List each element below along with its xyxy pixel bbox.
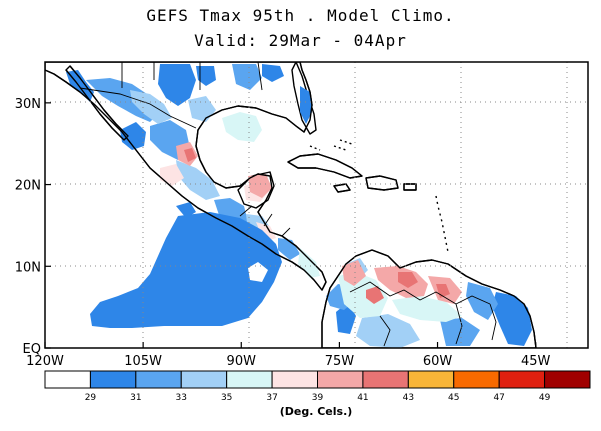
graticule xyxy=(45,62,588,348)
colorbar-swatch xyxy=(362,370,409,389)
colorbar-label: 33 xyxy=(176,393,187,403)
colorbar-label: 43 xyxy=(403,393,414,403)
colorbar-swatch xyxy=(407,370,455,389)
x-tick-label: 90W xyxy=(227,354,257,369)
y-tick-label: 20N xyxy=(15,179,41,194)
colorbar-swatch xyxy=(44,370,91,389)
colorbar-swatch xyxy=(135,370,182,389)
map-frame xyxy=(44,61,589,349)
colorbar-label: 31 xyxy=(130,393,141,403)
x-tick-label: 105W xyxy=(124,354,162,369)
colorbar-swatch xyxy=(317,370,364,389)
borders xyxy=(79,62,497,347)
colorbar-swatch xyxy=(544,370,591,389)
axis-ticks: 120W 105W 90W 75W 60W 45W EQ 10N 20N 30N xyxy=(15,97,551,369)
colorbar-label: 39 xyxy=(312,393,324,403)
temperature-field xyxy=(66,64,532,348)
y-tick-label: 30N xyxy=(15,97,41,112)
colorbar-label: 29 xyxy=(85,393,97,403)
colorbar-label: 41 xyxy=(357,393,368,403)
colorbar-label: 45 xyxy=(448,393,459,403)
colorbar-swatch xyxy=(453,370,500,389)
landmass-puerto-rico xyxy=(403,183,417,191)
y-tick-label: EQ xyxy=(23,342,41,357)
y-tick-label: 10N xyxy=(15,260,41,275)
x-tick-label: 60W xyxy=(423,354,453,369)
map-subtitle: Valid: 29Mar - 04Apr xyxy=(194,31,407,50)
colorbar: 29 31 33 35 37 39 41 43 45 47 49 xyxy=(44,370,591,403)
colorbar-swatch xyxy=(498,370,546,389)
colorbar-swatch xyxy=(271,370,319,389)
colorbar-label: 37 xyxy=(266,393,277,403)
colorbar-units-label: (Deg. Cels.) xyxy=(280,405,353,418)
colorbar-label: 47 xyxy=(493,393,504,403)
x-tick-label: 120W xyxy=(26,354,64,369)
x-tick-label: 45W xyxy=(521,354,551,369)
colorbar-swatch xyxy=(180,370,228,389)
colorbar-label: 49 xyxy=(539,393,551,403)
colorbar-swatch xyxy=(226,370,273,389)
colorbar-label: 35 xyxy=(221,393,232,403)
map-title: GEFS Tmax 95th . Model Climo. xyxy=(146,6,455,25)
coastlines xyxy=(45,62,537,348)
x-tick-label: 75W xyxy=(325,354,355,369)
colorbar-swatch xyxy=(89,370,137,389)
